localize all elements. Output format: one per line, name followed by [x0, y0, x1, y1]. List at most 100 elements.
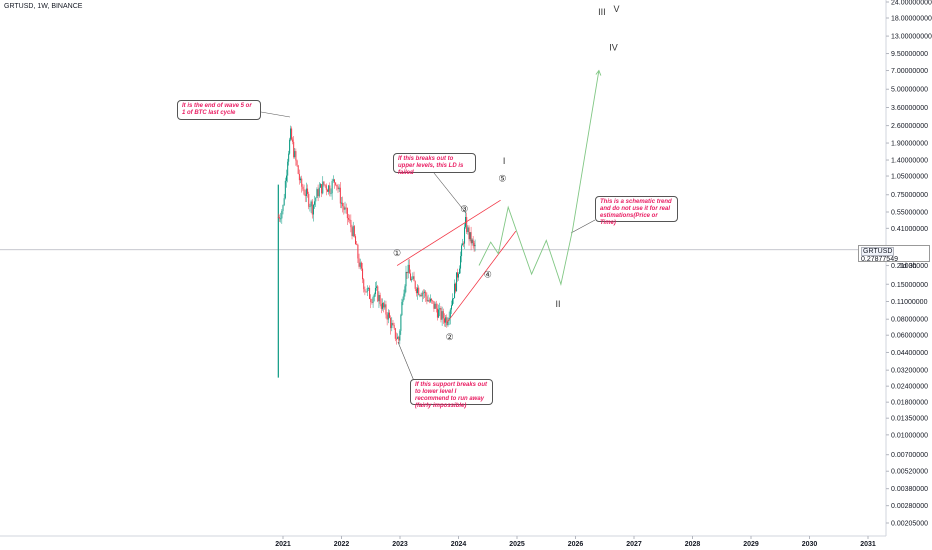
- candle-body: [294, 151, 296, 158]
- candle-body: [463, 243, 465, 245]
- candle-body: [384, 304, 386, 308]
- time-tick-label: 2026: [568, 541, 584, 548]
- candle-body: [391, 322, 393, 329]
- candle-body: [452, 298, 454, 306]
- time-tick-label: 2022: [334, 541, 350, 548]
- candle-body: [469, 232, 471, 240]
- candle-body: [412, 276, 414, 279]
- note-support-pointer: [397, 341, 415, 382]
- time-tick-label: 2030: [802, 541, 818, 548]
- price-tick-label: 0.11000000: [891, 299, 928, 306]
- candle-body: [335, 182, 337, 185]
- candle-body: [346, 207, 348, 219]
- wave-label: ②: [446, 332, 454, 342]
- price-tag-symbol: GRTUSD: [861, 247, 895, 256]
- candle-body: [318, 187, 320, 197]
- candle-body: [471, 239, 473, 244]
- price-tick-label: 3.60000000: [891, 105, 928, 112]
- candle-body: [351, 227, 353, 237]
- candle-body: [387, 312, 389, 320]
- price-tick-label: 0.21000000: [891, 263, 928, 270]
- candle-body: [457, 272, 459, 278]
- candle-body: [380, 304, 382, 309]
- candle-body: [450, 305, 452, 310]
- note-wave-end[interactable]: It is the end of wave 5 or 1 of BTC last…: [177, 100, 261, 120]
- candle-body: [371, 302, 373, 303]
- candle-body: [302, 186, 304, 190]
- candle-body: [341, 202, 342, 204]
- price-tick-label: 13.00000000: [891, 34, 932, 41]
- candle-body: [405, 271, 407, 287]
- candle-body: [325, 185, 327, 190]
- candle-body: [474, 244, 476, 247]
- candle-body: [376, 286, 378, 288]
- candle-body: [307, 188, 309, 194]
- candle-body: [322, 181, 324, 194]
- candle-body: [417, 287, 419, 294]
- candle-body: [336, 184, 338, 187]
- candle-body: [431, 298, 433, 301]
- candle-body: [363, 279, 365, 290]
- channel-lower-line: [446, 230, 517, 324]
- candle-body: [360, 262, 362, 269]
- candle-body: [385, 304, 387, 315]
- candle-body: [379, 295, 381, 305]
- candle-body: [466, 217, 468, 233]
- candle-body: [315, 197, 317, 202]
- candle-body: [344, 207, 346, 210]
- candle-body: [321, 184, 323, 194]
- note-schematic-pointer: [570, 219, 596, 234]
- candle-body: [348, 218, 350, 220]
- note-breakout[interactable]: If this breaks out to upper levels, this…: [393, 153, 476, 176]
- candle-body: [401, 301, 403, 316]
- candle-body: [362, 268, 364, 280]
- candle-body: [378, 295, 380, 302]
- candle-body: [464, 227, 466, 244]
- note-breakout-pointer: [433, 172, 467, 214]
- candle-body: [406, 271, 408, 274]
- candle-body: [310, 201, 312, 207]
- candle-body: [413, 276, 415, 282]
- candle-body: [390, 317, 392, 329]
- candle-body: [392, 322, 394, 326]
- price-tick-label: 0.01800000: [891, 400, 928, 407]
- candle-body: [404, 286, 406, 294]
- candle-body: [402, 299, 404, 302]
- candle-body: [447, 320, 449, 326]
- candle-body: [283, 198, 285, 206]
- wave-label: ①: [393, 248, 401, 258]
- candle-body: [319, 184, 321, 188]
- candle-body: [425, 291, 427, 297]
- candle-body: [426, 296, 428, 302]
- candle-body: [339, 187, 341, 204]
- price-tick-label: 0.03200000: [891, 368, 928, 375]
- candle-body: [280, 218, 282, 220]
- candle-body: [369, 287, 371, 299]
- note-schematic[interactable]: This is a schematic trend and do not use…: [595, 196, 678, 226]
- candle-body: [284, 180, 286, 199]
- candle-body: [298, 173, 300, 181]
- price-tick-label: 0.01350000: [891, 416, 928, 423]
- candle-body: [456, 272, 458, 292]
- candle-body: [388, 312, 390, 318]
- candle-body: [428, 300, 430, 302]
- candle-body: [419, 294, 421, 296]
- candle-body: [365, 291, 367, 293]
- wave-label: ③: [460, 204, 468, 214]
- note-support[interactable]: If this support breaks out to lower leve…: [410, 379, 493, 409]
- time-tick-label: 2028: [685, 541, 701, 548]
- projection-arrowhead: [595, 69, 602, 76]
- candle-body: [436, 308, 438, 318]
- candle-body: [453, 298, 455, 300]
- candle-body: [367, 287, 369, 289]
- candle-body: [300, 178, 302, 181]
- candle-body: [458, 273, 459, 278]
- candles-layer: [277, 125, 476, 378]
- candle-body: [330, 193, 332, 195]
- candle-body: [434, 303, 436, 309]
- price-tick-label: 0.75000000: [891, 192, 928, 199]
- price-tick-label: 2.60000000: [891, 123, 928, 130]
- candle-body: [366, 288, 368, 293]
- price-tick-label: 5.00000000: [891, 87, 928, 94]
